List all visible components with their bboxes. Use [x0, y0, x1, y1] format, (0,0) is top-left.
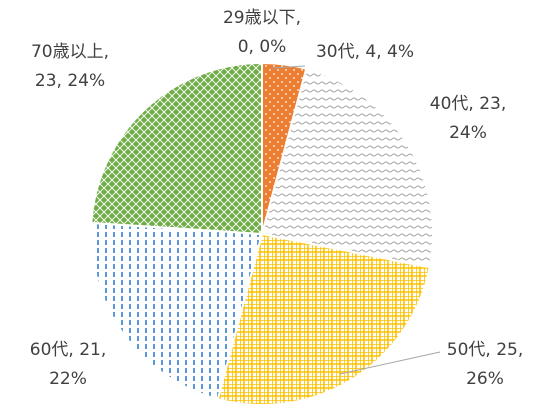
- data-label: 60代, 21, 22%: [30, 340, 106, 389]
- data-label: 29歳以下, 0, 0%: [223, 8, 301, 57]
- pie-slice: [260, 67, 434, 269]
- data-label: 30代, 4, 4%: [316, 42, 414, 62]
- pie-slice: [90, 61, 263, 236]
- data-label: 70歳以上, 23, 24%: [31, 42, 109, 91]
- data-label: 40代, 23, 24%: [430, 94, 506, 143]
- pie-slice: [90, 221, 264, 401]
- pie-slice: [216, 232, 431, 404]
- leader-line: [339, 351, 441, 375]
- leader-line: [272, 65, 306, 69]
- data-label: 50代, 25, 26%: [447, 340, 523, 389]
